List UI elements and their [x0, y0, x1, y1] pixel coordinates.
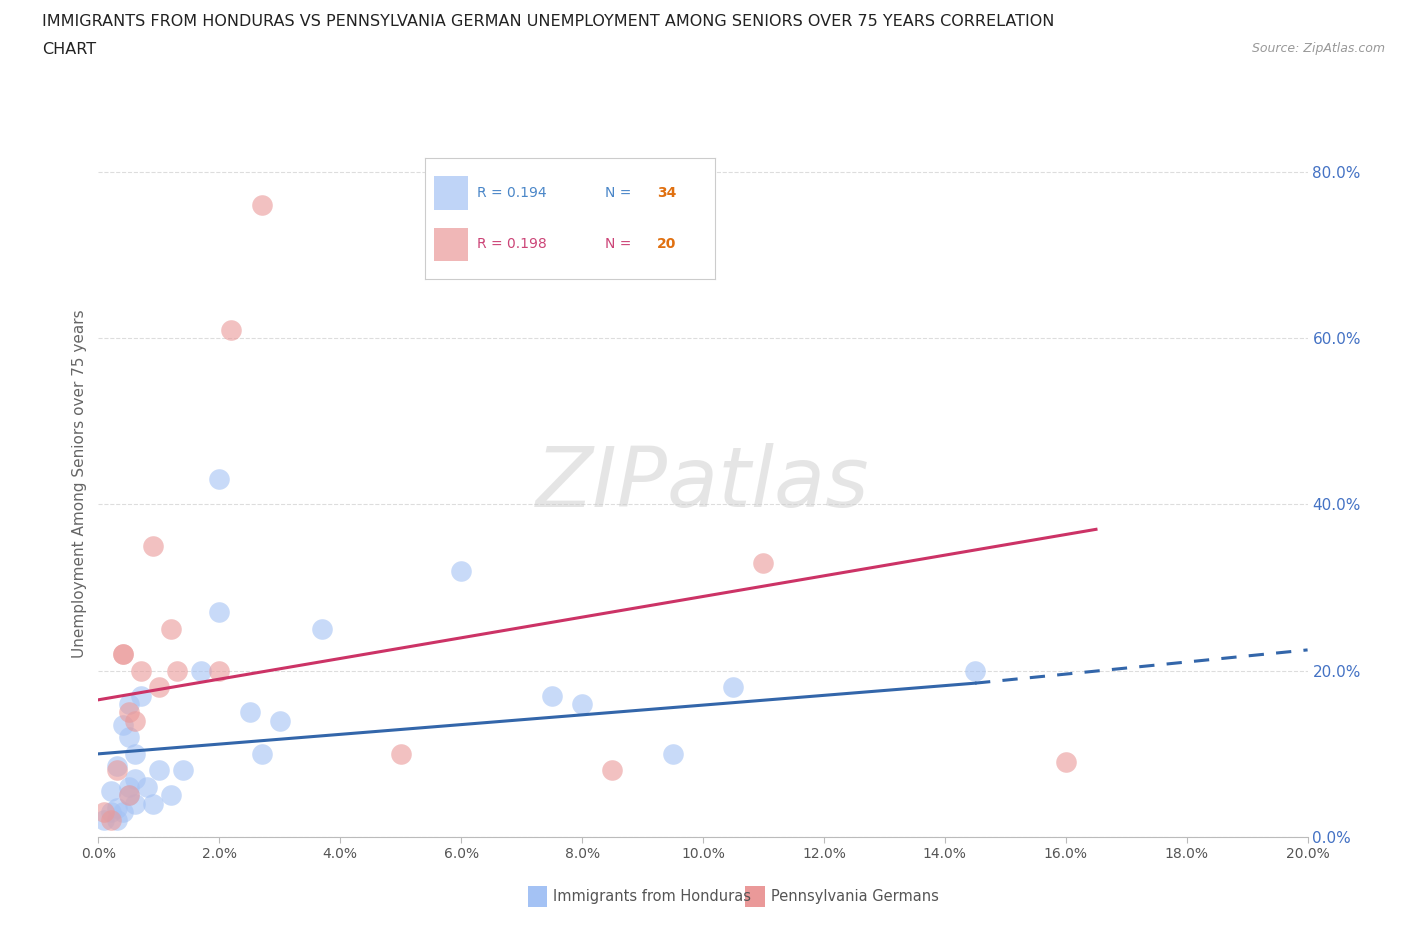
Point [208, 663, 231, 678]
Point [166, 663, 188, 678]
Point [1054, 755, 1077, 770]
Point [148, 680, 170, 695]
Point [250, 747, 273, 762]
Point [142, 796, 165, 811]
Y-axis label: Unemployment Among Seniors over 75 years: Unemployment Among Seniors over 75 years [72, 310, 87, 658]
Point [93, 804, 115, 819]
Text: ZIPatlas: ZIPatlas [536, 443, 870, 525]
Point [105, 801, 128, 816]
Point [111, 646, 134, 661]
Point [221, 323, 243, 338]
Point [250, 197, 273, 212]
Point [118, 730, 141, 745]
Point [105, 813, 128, 828]
Point [100, 813, 122, 828]
Point [129, 688, 152, 703]
Point [752, 555, 775, 570]
Point [148, 763, 170, 777]
Point [269, 713, 291, 728]
Point [118, 697, 141, 711]
Point [118, 788, 141, 803]
Point [602, 763, 624, 777]
Point [100, 804, 122, 819]
Point [142, 538, 165, 553]
Point [571, 697, 593, 711]
Text: Pennsylvania Germans: Pennsylvania Germans [770, 889, 938, 904]
Point [124, 796, 146, 811]
Point [540, 688, 562, 703]
Point [118, 788, 141, 803]
Point [105, 759, 128, 774]
Text: CHART: CHART [42, 42, 96, 57]
Text: Source: ZipAtlas.com: Source: ZipAtlas.com [1251, 42, 1385, 55]
Point [450, 564, 472, 578]
Point [172, 763, 194, 777]
Point [111, 646, 134, 661]
Text: Immigrants from Honduras: Immigrants from Honduras [553, 889, 751, 904]
Point [723, 680, 745, 695]
Point [124, 771, 146, 786]
Point [311, 621, 333, 636]
Point [160, 621, 183, 636]
Point [208, 472, 231, 487]
Point [111, 804, 134, 819]
Point [124, 713, 146, 728]
Point [93, 813, 115, 828]
Point [160, 788, 183, 803]
Point [662, 747, 685, 762]
Point [124, 747, 146, 762]
Point [208, 605, 231, 620]
Point [239, 705, 262, 720]
Point [389, 747, 412, 762]
Point [111, 717, 134, 732]
Point [129, 663, 152, 678]
Point [135, 779, 157, 794]
Point [965, 663, 987, 678]
Point [190, 663, 212, 678]
Text: IMMIGRANTS FROM HONDURAS VS PENNSYLVANIA GERMAN UNEMPLOYMENT AMONG SENIORS OVER : IMMIGRANTS FROM HONDURAS VS PENNSYLVANIA… [42, 14, 1054, 29]
Point [118, 705, 141, 720]
Point [118, 779, 141, 794]
Point [100, 784, 122, 799]
Point [105, 763, 128, 777]
